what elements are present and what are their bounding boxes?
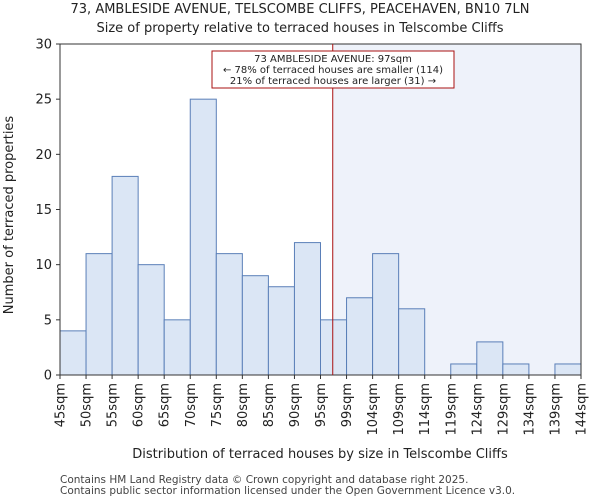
bar-65sqm (163, 319, 191, 376)
bar-50sqm (85, 253, 113, 376)
y-tick-label: 30 (35, 38, 52, 53)
bar-75sqm (215, 253, 243, 376)
annotation-line-3: 21% of terraced houses are larger (31) → (230, 76, 436, 87)
annotation-box (211, 50, 455, 89)
bar-124sqm (476, 341, 504, 376)
x-tick-label: 134sqm (522, 383, 537, 436)
bar-85sqm (267, 286, 295, 376)
bars-group (59, 98, 582, 376)
bar-45sqm (59, 330, 87, 376)
x-axis-label: Distribution of terraced houses by size … (132, 447, 508, 462)
x-tick-label: 99sqm (340, 383, 355, 427)
x-tick-label: 55sqm (106, 383, 121, 427)
x-tick-label: 144sqm (575, 383, 590, 436)
x-tick-label: 50sqm (80, 383, 95, 427)
x-tick-label: 139sqm (548, 383, 563, 436)
chart-title: 73, AMBLESIDE AVENUE, TELSCOMBE CLIFFS, … (71, 2, 530, 17)
x-axis-ticks: 45sqm 50sqm 55sqm 60sqm 65sqm 70sqm 75sqm 80sqm… (54, 375, 590, 436)
x-tick-label: 104sqm (366, 383, 381, 436)
bar-70sqm (189, 98, 217, 376)
x-tick-label: 109sqm (392, 383, 407, 436)
annotation-line-1: 73 AMBLESIDE AVENUE: 97sqm (254, 54, 412, 65)
y-tick-label: 5 (44, 313, 52, 328)
footer-line-2: Contains public sector information licen… (60, 485, 515, 497)
y-tick-label: 10 (35, 258, 52, 273)
footer-line-1: Contains HM Land Registry data © Crown c… (60, 474, 468, 486)
chart-subtitle: Size of property relative to terraced ho… (96, 21, 503, 36)
x-tick-label: 90sqm (288, 383, 303, 427)
x-tick-label: 60sqm (132, 383, 147, 427)
bar-129sqm (502, 363, 530, 376)
x-tick-label: 85sqm (262, 383, 277, 427)
bar-104sqm (372, 253, 400, 376)
y-tick-label: 20 (35, 148, 52, 163)
bar-90sqm (293, 242, 322, 376)
bar-119sqm (450, 363, 478, 376)
x-tick-label: 65sqm (158, 383, 173, 427)
x-tick-label: 80sqm (236, 383, 251, 427)
bar-55sqm (111, 175, 139, 376)
x-tick-label: 75sqm (210, 383, 225, 427)
x-tick-label: 114sqm (418, 383, 433, 436)
x-tick-label: 70sqm (184, 383, 199, 427)
x-tick-label: 129sqm (496, 383, 511, 436)
bar-139sqm (554, 363, 582, 376)
y-axis-label: Number of terraced properties (2, 116, 17, 315)
y-axis-ticks: 0 5 10 15 20 25 30 (35, 38, 60, 384)
x-tick-label: 45sqm (54, 383, 69, 427)
bar-109sqm (398, 308, 426, 376)
y-tick-label: 0 (44, 369, 52, 384)
x-tick-label: 119sqm (444, 383, 459, 436)
bar-60sqm (137, 264, 165, 376)
x-tick-label: 124sqm (470, 383, 485, 436)
y-tick-label: 15 (35, 203, 52, 218)
annotation-line-2: ← 78% of terraced houses are smaller (11… (223, 65, 443, 76)
bar-80sqm (241, 275, 269, 376)
y-tick-label: 25 (35, 93, 52, 108)
bar-99sqm (346, 297, 374, 376)
bar-95sqm (320, 319, 348, 376)
x-tick-label: 95sqm (314, 383, 329, 427)
